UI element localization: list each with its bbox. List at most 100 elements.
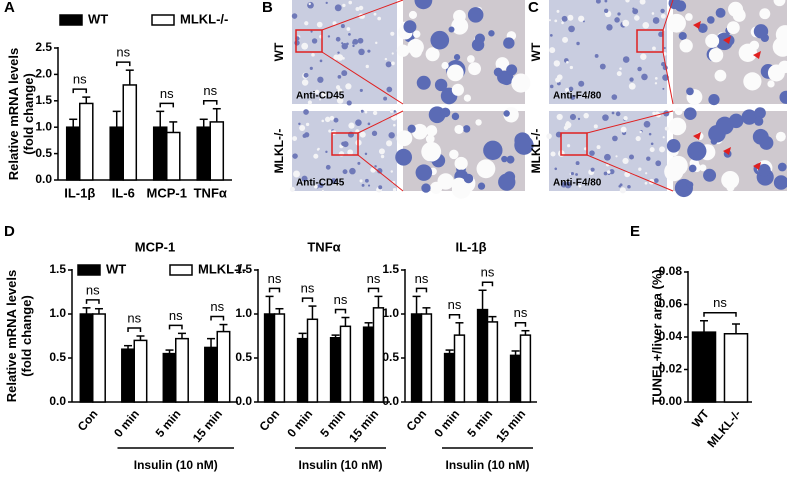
bar [339, 325, 352, 403]
cell [726, 183, 735, 192]
bar [453, 334, 466, 403]
cell [316, 148, 320, 151]
panel-label: E [630, 223, 640, 240]
cell [495, 57, 510, 71]
cell [341, 141, 346, 146]
y-tick-label: 0.08 [659, 264, 683, 278]
cell [364, 110, 368, 114]
cell [298, 122, 301, 126]
cell [683, 107, 697, 121]
bar [166, 131, 181, 181]
cell [604, 153, 611, 161]
cell [660, 8, 665, 14]
cell [698, 23, 708, 34]
cell [328, 129, 332, 133]
cell [664, 126, 669, 131]
cell [618, 184, 622, 188]
cell [634, 15, 640, 21]
sig-label: ns [160, 86, 174, 101]
bar [476, 308, 489, 403]
cell [375, 41, 378, 45]
cell [642, 21, 650, 29]
cell [511, 73, 531, 93]
cell [561, 21, 564, 25]
cell [649, 147, 655, 153]
cell [743, 72, 762, 91]
cell [357, 37, 364, 44]
cell [378, 185, 383, 190]
cell [310, 30, 313, 33]
sig-label: ns [367, 271, 381, 286]
cell [390, 31, 395, 36]
cell [775, 131, 786, 142]
sig-label: ns [268, 271, 282, 286]
cell [416, 75, 431, 90]
x-tick-label: Con [257, 407, 283, 434]
cell [299, 124, 306, 131]
cell [589, 150, 595, 156]
cell [554, 167, 558, 171]
cell [767, 80, 775, 88]
y-tick-label: 0.04 [659, 329, 683, 343]
cell [325, 150, 328, 154]
x-tick-label: 5 min [317, 407, 348, 440]
cell [332, 21, 337, 26]
cell [620, 126, 627, 133]
cell [566, 60, 569, 64]
cell [407, 124, 416, 133]
cell [325, 164, 331, 170]
cell [321, 119, 325, 123]
cell [660, 13, 666, 19]
bar [162, 352, 177, 403]
cell [674, 0, 687, 12]
sig-label: ns [203, 83, 217, 98]
cell [337, 51, 340, 54]
cell [293, 170, 301, 178]
panel-label: A [4, 0, 15, 16]
cell [688, 164, 697, 173]
cell [425, 47, 440, 62]
sig-bracket [127, 327, 142, 332]
sig-bracket [334, 308, 347, 314]
y-axis-label: Relative mRNA levels [6, 48, 21, 180]
cell [705, 33, 720, 48]
y-tick-label: 0.5 [35, 146, 52, 160]
cell [372, 110, 378, 116]
cell [463, 173, 474, 184]
sig-label: ns [86, 282, 100, 297]
cell [779, 90, 787, 104]
cell [407, 38, 424, 56]
cell [289, 186, 295, 192]
cell [619, 187, 626, 194]
arrowhead [693, 21, 701, 29]
cell [352, 44, 355, 48]
cell [336, 97, 344, 104]
cell [607, 170, 611, 174]
bar [196, 126, 211, 181]
cell [391, 52, 394, 55]
stain-label: Anti-F4/80 [553, 178, 602, 189]
cell [346, 27, 351, 31]
cell [556, 9, 560, 13]
cell [335, 85, 341, 90]
cell [383, 96, 388, 101]
cell [627, 184, 631, 189]
cell [471, 38, 485, 52]
cell [451, 112, 460, 121]
cell [632, 7, 635, 10]
cell [355, 119, 362, 126]
cell [313, 184, 318, 189]
cell [321, 91, 327, 97]
cell [451, 177, 467, 193]
sig-bracket [210, 315, 225, 321]
bar [273, 313, 286, 403]
cell [340, 24, 345, 29]
cell [446, 64, 464, 82]
cell [357, 161, 361, 165]
arrowhead [723, 147, 731, 155]
cell [393, 110, 397, 113]
cell [570, 171, 574, 176]
cell [772, 36, 787, 57]
cell [314, 89, 320, 95]
